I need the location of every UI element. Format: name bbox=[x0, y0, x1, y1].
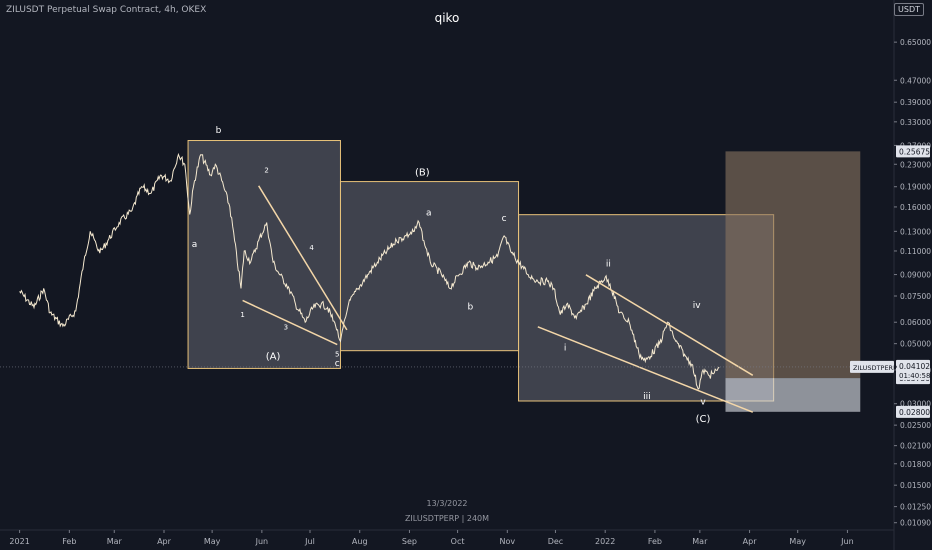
wave-box-1 bbox=[187, 140, 341, 369]
snapshot-date: 13/3/2022 bbox=[426, 499, 468, 508]
wave-label: 2 bbox=[264, 167, 268, 175]
wave-label: 4 bbox=[309, 244, 314, 252]
x-tick-label: Nov bbox=[500, 537, 516, 546]
wave-label: 3 bbox=[284, 323, 288, 331]
y-tick-label: 0.01800 bbox=[900, 460, 931, 469]
wave-box-2 bbox=[339, 181, 520, 352]
wave-label: (B) bbox=[415, 168, 430, 179]
price-line bbox=[19, 152, 720, 390]
wave-label: v bbox=[700, 397, 706, 407]
wave-label: iii bbox=[643, 392, 651, 402]
x-tick-label: Jul bbox=[304, 537, 315, 546]
wave-label: ii bbox=[606, 259, 611, 269]
y-tick-label: 0.16000 bbox=[900, 203, 931, 212]
y-tick-label: 0.02100 bbox=[900, 442, 931, 451]
wave-label: b bbox=[468, 303, 474, 313]
x-tick-label: 2022 bbox=[595, 537, 615, 546]
x-tick-label: Jun bbox=[840, 537, 854, 546]
trendline-4 bbox=[537, 326, 754, 413]
wave-label: a bbox=[426, 209, 432, 219]
wave-label: 5 bbox=[335, 350, 339, 358]
trendlines bbox=[0, 185, 894, 413]
x-tick-label: May bbox=[204, 537, 221, 546]
currency-label[interactable]: USDT bbox=[894, 3, 924, 16]
y-tick-label: 0.09000 bbox=[900, 271, 931, 280]
x-tick-label: Feb bbox=[648, 537, 662, 546]
low-price-badge: 0.02800 bbox=[899, 408, 930, 417]
y-tick-label: 0.03000 bbox=[900, 400, 931, 409]
x-tick-label: May bbox=[789, 537, 806, 546]
x-tick-label: Feb bbox=[62, 537, 76, 546]
target-profit-zone bbox=[725, 151, 861, 379]
y-tick-label: 0.05000 bbox=[900, 340, 931, 349]
countdown-label: 01:40:58 bbox=[899, 372, 930, 380]
x-tick-label: Aug bbox=[352, 537, 368, 546]
symbol-info: ZILUSDT Perpetual Swap Contract, 4h, OKE… bbox=[6, 5, 207, 15]
wave-label: iv bbox=[693, 301, 702, 311]
symbol-badge-bg bbox=[850, 360, 894, 373]
wave-label: b bbox=[216, 126, 222, 136]
x-tick-label: Oct bbox=[451, 537, 465, 546]
y-tick-label: 0.02500 bbox=[900, 421, 931, 430]
x-tick-label: Dec bbox=[548, 537, 563, 546]
y-tick-label: 0.11000 bbox=[900, 247, 931, 256]
x-tick-label: Sep bbox=[402, 537, 417, 546]
y-tick-label: 0.01500 bbox=[900, 481, 931, 490]
low-price-badge-bg bbox=[896, 405, 930, 418]
x-tick-label: Apr bbox=[743, 537, 758, 546]
wave-label: i bbox=[564, 344, 567, 354]
x-tick-label: 2021 bbox=[9, 537, 29, 546]
x-tick-label: Jun bbox=[255, 537, 269, 546]
trendline-3 bbox=[585, 274, 754, 376]
y-tick-label: 0.06000 bbox=[900, 318, 931, 327]
symbol-badge: ZILUSDTPERP bbox=[853, 364, 897, 372]
y-tick-label: 0.01250 bbox=[900, 503, 931, 512]
x-tick-label: Apr bbox=[157, 537, 172, 546]
y-tick-label: 0.39000 bbox=[900, 98, 931, 107]
target-price-badge: 0.25675 bbox=[899, 147, 930, 156]
time-axis[interactable]: 2021 Feb Mar Apr May Jun Jul Aug Sep Oct Nov Dec 202… bbox=[9, 530, 854, 546]
symbol-interval: ZILUSDTPERP | 240M bbox=[404, 514, 490, 523]
y-tick-label: 0.33000 bbox=[900, 118, 931, 127]
last-price-badge-bg bbox=[896, 359, 930, 380]
target-stop-zone bbox=[725, 378, 861, 412]
target-price-badge-bg bbox=[896, 145, 930, 158]
y-tick-label: 0.47000 bbox=[900, 76, 931, 85]
y-tick-label: 0.13000 bbox=[900, 227, 931, 236]
price-series bbox=[19, 152, 720, 390]
x-tick-label: Mar bbox=[692, 537, 708, 546]
wave-label: c bbox=[502, 214, 507, 224]
x-tick-label: Mar bbox=[107, 537, 123, 546]
y-tick-label: 0.01090 bbox=[900, 519, 931, 528]
y-tick-label: 0.19000 bbox=[900, 183, 931, 192]
y-tick-label: 0.07500 bbox=[900, 292, 931, 301]
author-watermark: qiko bbox=[434, 11, 460, 25]
trendline-1 bbox=[258, 185, 348, 331]
y-tick-label: 0.65000 bbox=[900, 38, 931, 47]
wave-label: 1 bbox=[240, 311, 244, 319]
wave-label: a bbox=[192, 240, 198, 250]
trendline-2 bbox=[242, 299, 338, 346]
price-badges: 0.256750.037300.028000.0410201:40:58ZILU… bbox=[850, 145, 930, 418]
last-price-badge: 0.04102 bbox=[899, 362, 930, 371]
y-tick-label: 0.23000 bbox=[900, 160, 931, 169]
wave-label: (C) bbox=[696, 414, 711, 425]
wave-label: (A) bbox=[266, 351, 281, 362]
wave-label: c bbox=[335, 359, 340, 369]
target-boxes bbox=[725, 151, 861, 412]
